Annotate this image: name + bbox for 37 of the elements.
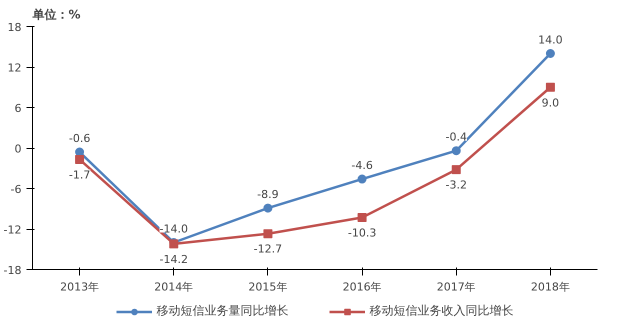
data-label: 9.0	[542, 96, 560, 110]
point	[452, 165, 461, 174]
y-tick-label: 18	[8, 21, 22, 34]
chart-title: 单位：%	[32, 8, 81, 22]
point	[358, 174, 367, 184]
data-label: -0.6	[68, 132, 90, 146]
data-label: -14.2	[160, 252, 188, 266]
x-tick-label: 2013年	[60, 280, 100, 294]
legend-label: 移动短信业务量同比增长	[156, 302, 288, 320]
y-tick-label: 6	[14, 102, 22, 115]
x-tick-label: 2018年	[530, 280, 570, 294]
data-label: -12.7	[254, 242, 282, 256]
point	[263, 204, 272, 213]
point	[546, 82, 555, 92]
data-label: -14.0	[160, 222, 188, 236]
data-label: -8.9	[257, 188, 279, 202]
point	[452, 146, 461, 156]
data-label: -3.2	[446, 178, 467, 192]
x-tick-label: 2017年	[436, 280, 476, 294]
point	[75, 154, 84, 164]
point	[263, 229, 272, 238]
y-tick-label: -6	[10, 183, 22, 196]
x-tick-label: 2014年	[154, 280, 194, 294]
data-label: -0.4	[446, 130, 467, 144]
y-tick-label: 0	[14, 142, 22, 156]
x-tick-label: 2015年	[248, 280, 288, 294]
data-label: 14.0	[538, 34, 563, 46]
data-label: -4.6	[351, 159, 373, 172]
y-tick-label: -12	[4, 224, 22, 236]
y-tick-label: 12	[8, 62, 22, 74]
point	[546, 49, 555, 58]
point	[358, 213, 367, 222]
legend-label: 移动短信业务收入同比增长	[370, 302, 514, 320]
data-label: -1.7	[68, 168, 90, 182]
data-label: -10.3	[348, 226, 376, 240]
y-tick-label: -18	[4, 264, 22, 277]
x-tick-label: 2016年	[342, 280, 382, 294]
